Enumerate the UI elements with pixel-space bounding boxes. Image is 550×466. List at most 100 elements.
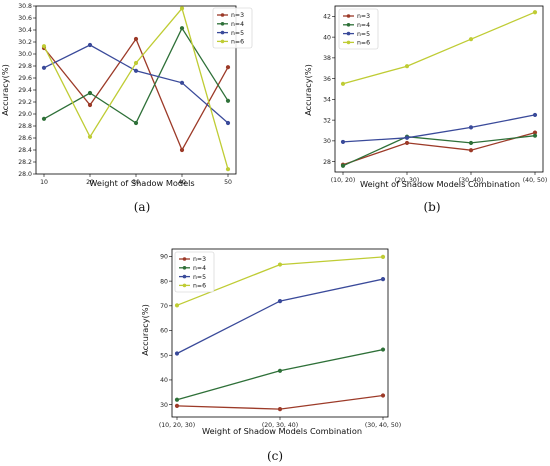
x-tick-label: (10, 20, 30): [159, 422, 195, 429]
data-point-n=6: [340, 81, 346, 86]
x-tick-label: 30: [132, 179, 140, 186]
data-point-n=4: [41, 116, 47, 121]
y-tick-label: 29.8: [18, 63, 32, 70]
plot-frame: [334, 5, 544, 173]
y-tick-label: 32: [323, 117, 331, 124]
y-tick-label: 30: [323, 138, 331, 145]
data-point-n=6: [179, 6, 185, 11]
y-tick-label: 50: [160, 352, 168, 359]
data-point-n=3: [468, 148, 474, 153]
legend-box: [174, 251, 215, 293]
y-tick-label: 28.6: [18, 135, 32, 142]
legend-marker: [182, 257, 187, 261]
data-point-n=6: [133, 60, 139, 66]
data-point-n=6: [532, 10, 538, 15]
data-point-n=3: [532, 130, 538, 135]
data-point-n=5: [225, 120, 231, 126]
legend-marker: [182, 274, 187, 279]
legend-label: n=5: [231, 30, 244, 37]
x-tick-label: (30, 40, 50): [365, 422, 401, 429]
y-tick-label: 29.4: [18, 87, 32, 94]
data-point-n=4: [340, 163, 346, 168]
legend-marker: [346, 31, 351, 36]
data-point-n=4: [468, 140, 474, 146]
y-tick-label: 42: [323, 14, 331, 21]
y-tick-label: 40: [323, 34, 331, 41]
y-tick-label: 30.6: [18, 15, 32, 22]
data-point-n=5: [468, 125, 474, 130]
data-point-n=4: [174, 397, 180, 402]
data-point-n=4: [179, 26, 185, 31]
data-point-n=5: [404, 135, 410, 140]
data-point-n=4: [133, 120, 139, 126]
y-tick-label: 38: [323, 55, 331, 62]
y-tick-label: 28.0: [18, 171, 32, 178]
x-tick-label: (40, 50): [523, 177, 548, 184]
data-point-n=3: [179, 147, 185, 153]
data-point-n=3: [225, 65, 231, 70]
y-tick-label: 40: [160, 377, 168, 384]
data-point-n=6: [225, 167, 231, 172]
y-tick-label: 28: [323, 159, 331, 166]
x-axis-label: Weight of Shadow Models Combination: [202, 426, 362, 436]
data-point-n=4: [380, 347, 386, 352]
data-point-n=3: [133, 36, 139, 42]
series-line-n=4: [342, 135, 536, 167]
data-point-n=6: [174, 303, 180, 308]
legend-label: n=6: [357, 40, 370, 47]
legend-marker: [220, 30, 225, 35]
panel-caption: (b): [423, 200, 440, 214]
data-point-n=6: [468, 37, 474, 42]
legend-label: n=3: [231, 12, 244, 19]
data-point-n=3: [277, 406, 283, 412]
y-axis-label: Accuracy(%): [0, 64, 10, 116]
data-point-n=3: [87, 102, 93, 108]
data-point-n=5: [380, 277, 386, 282]
legend-marker: [220, 13, 225, 17]
x-tick-label: (20, 30, 40): [262, 422, 298, 429]
data-point-n=5: [87, 42, 93, 48]
y-tick-label: 29.2: [18, 99, 32, 106]
x-tick-label: 40: [178, 179, 186, 186]
legend-label: n=6: [231, 39, 244, 46]
y-tick-label: 60: [160, 328, 168, 335]
legend-label: n=4: [357, 22, 370, 29]
y-tick-label: 28.8: [18, 123, 32, 130]
data-point-n=5: [41, 65, 47, 70]
x-tick-label: 10: [40, 179, 48, 186]
data-point-n=5: [179, 80, 185, 85]
legend-box: [338, 8, 379, 50]
y-tick-label: 30.2: [18, 39, 32, 46]
series-line-n=5: [342, 114, 536, 143]
legend-label: n=6: [193, 283, 206, 290]
y-tick-label: 36: [323, 76, 331, 83]
x-tick-label: 50: [224, 179, 232, 186]
series-line-n=4: [176, 348, 384, 401]
data-point-n=6: [277, 262, 283, 267]
legend-label: n=3: [193, 256, 206, 263]
panel-b: 28 30 32 34 36 38 40 42 (10, 20) (20, 30) (30, 40)…: [303, 5, 548, 214]
legend-label: n=4: [231, 21, 244, 28]
legend-box: [212, 7, 253, 49]
data-point-n=6: [41, 44, 47, 49]
data-point-n=6: [380, 254, 386, 260]
y-tick-label: 30.4: [18, 27, 32, 34]
y-tick-label: 30.0: [18, 51, 32, 58]
x-tick-label: (20, 30): [395, 177, 420, 184]
y-tick-label: 80: [160, 278, 168, 285]
legend-marker: [346, 40, 351, 45]
data-point-n=5: [532, 112, 538, 118]
y-tick-label: 29.6: [18, 75, 32, 82]
y-tick-label: 90: [160, 254, 168, 261]
data-point-n=6: [87, 134, 93, 139]
panel-caption: (a): [134, 200, 151, 214]
y-tick-label: 28.4: [18, 147, 32, 154]
data-point-n=3: [174, 403, 180, 408]
data-point-n=4: [225, 98, 231, 103]
panel-c: 30 40 50 60 70 80 90 (10, 20, 30) (20, 30, 40) (3…: [140, 248, 401, 463]
y-axis-label: Accuracy(%): [140, 304, 150, 356]
y-tick-label: 30: [160, 402, 168, 409]
data-point-n=4: [277, 368, 283, 373]
legend-label: n=4: [193, 265, 206, 272]
